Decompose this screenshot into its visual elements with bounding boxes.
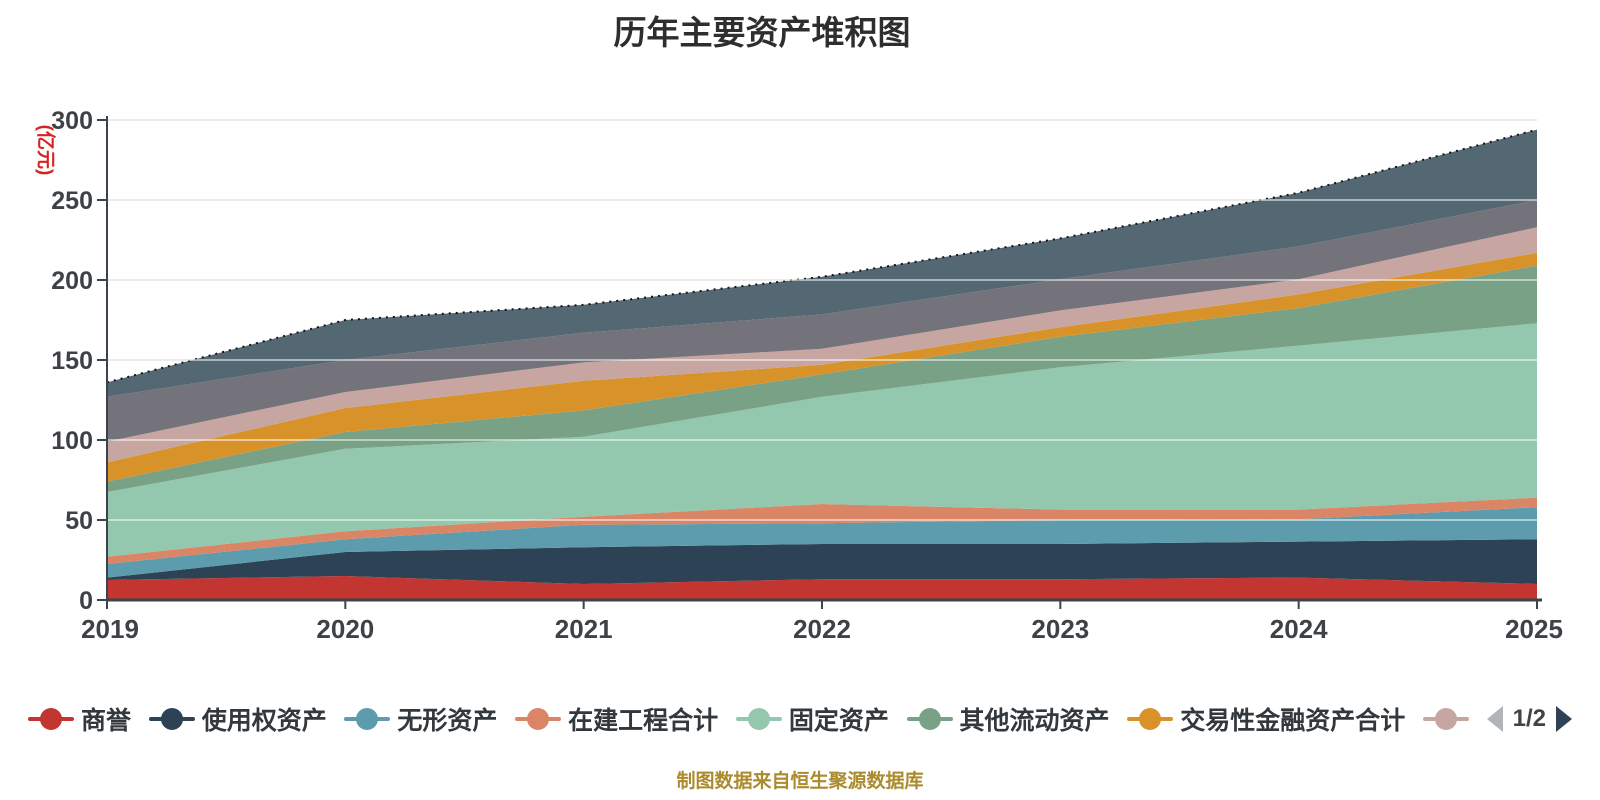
legend-item-intangible-assets[interactable]: 无形资产 [344, 701, 497, 737]
legend-label-other-current-assets: 其他流动资产 [959, 707, 1110, 735]
area-other-current-assets [107, 265, 1537, 492]
area-series-10 [107, 129, 1537, 397]
legend-item-other-current-assets[interactable]: 其他流动资产 [906, 701, 1110, 737]
stack-top-outline [106, 128, 1538, 384]
legend-label-goodwill: 商誉 [81, 707, 132, 735]
y-tick-label-200: 200 [51, 267, 93, 295]
legend-marker-series-8 [1422, 708, 1469, 730]
legend-marker-other-current-assets [906, 708, 953, 730]
legend-prev-page-icon[interactable] [1486, 706, 1503, 732]
legend-label-intangible-assets: 无形资产 [397, 707, 498, 735]
chart-title: 历年主要资产堆积图 [613, 14, 911, 51]
legend-marker-goodwill [28, 708, 74, 730]
x-tick-label-2019: 2019 [81, 614, 139, 644]
legend-item-construction-in-progress[interactable]: 在建工程合计 [515, 701, 718, 737]
x-tick-label-2025: 2025 [1505, 614, 1563, 644]
legend-marker-construction-in-progress [515, 708, 562, 730]
legend-item-series-8[interactable] [1422, 708, 1469, 730]
legend-item-fixed-assets[interactable]: 固定资产 [735, 701, 889, 737]
legend-label-trading-financial-assets: 交易性金融资产合计 [1180, 707, 1406, 735]
legend-label-right-of-use-assets: 使用权资产 [201, 707, 327, 735]
legend-item-right-of-use-assets[interactable]: 使用权资产 [148, 701, 327, 737]
legend-marker-fixed-assets [735, 708, 782, 730]
legend-marker-trading-financial-assets [1127, 708, 1174, 730]
y-tick-label-150: 150 [51, 347, 93, 375]
x-tick-label-2020: 2020 [316, 614, 374, 644]
y-tick-label-100: 100 [51, 427, 93, 455]
legend-marker-right-of-use-assets [148, 708, 195, 730]
area-trading-financial-assets [107, 252, 1537, 482]
legend-label-construction-in-progress: 在建工程合计 [568, 707, 719, 735]
legend-item-goodwill[interactable]: 商誉 [28, 701, 131, 737]
area-right-of-use-assets [107, 539, 1537, 584]
legend-marker-intangible-assets [344, 708, 391, 730]
area-goodwill [107, 576, 1537, 600]
stacked-area-plot: 0 50 100 150 200 250 300 2019 2020 2021 2022 2023 20… [51, 107, 1563, 644]
data-source-note: 制图数据来自恒生聚源数据库 [676, 771, 924, 792]
legend-pager: 1/2 [1486, 705, 1572, 733]
x-tick-label-2021: 2021 [555, 614, 613, 644]
x-tick-label-2024: 2024 [1270, 614, 1328, 644]
legend-next-page-icon[interactable] [1555, 706, 1572, 732]
legend-item-trading-financial-assets[interactable]: 交易性金融资产合计 [1127, 701, 1405, 737]
legend-label-fixed-assets: 固定资产 [788, 707, 889, 735]
legend: 商誉 使用权资产 无形资产 在建工程合计 固定资产 其他流动资产 交易性金融资产合计 1/2 [0, 696, 1600, 742]
area-intangible-assets [107, 507, 1537, 578]
y-tick-label-50: 50 [65, 507, 93, 535]
y-tick-label-300: 300 [51, 107, 93, 135]
x-tick-label-2023: 2023 [1031, 614, 1089, 644]
area-construction-in-progress [107, 497, 1537, 564]
legend-page-indicator: 1/2 [1512, 705, 1546, 732]
area-series-9 [107, 200, 1537, 442]
y-tick-label-0: 0 [79, 587, 93, 615]
y-tick-label-250: 250 [51, 187, 93, 215]
x-tick-label-2022: 2022 [793, 614, 851, 644]
